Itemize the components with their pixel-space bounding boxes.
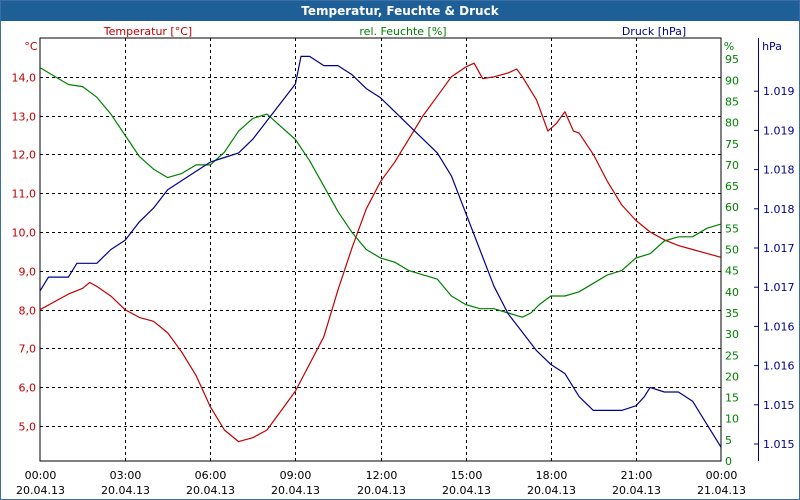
y-tick-pressure: 1.016 <box>763 360 795 373</box>
y-tick-humidity: 85 <box>725 95 739 108</box>
y-tick-pressure: 1.018 <box>763 164 795 177</box>
y-tick-humidity: 70 <box>725 159 739 172</box>
x-tick-time: 21:00 <box>621 469 653 482</box>
y-tick-temperature: 14,0 <box>12 72 37 85</box>
y-tick-temperature: 13,0 <box>12 111 37 124</box>
y-tick-humidity: 15 <box>725 392 739 405</box>
legend-humidity: rel. Feuchte [%] <box>359 25 446 38</box>
humidity-unit-label: % <box>724 40 734 53</box>
pressure-unit-label: hPa <box>762 40 782 53</box>
pressure-series-line <box>39 55 722 448</box>
y-tick-humidity: 20 <box>725 370 739 383</box>
y-tick-temperature: 12,0 <box>12 149 37 162</box>
y-tick-pressure: 1.019 <box>763 85 795 98</box>
y-tick-pressure: 1.017 <box>763 242 795 255</box>
x-tick-time: 03:00 <box>110 469 142 482</box>
x-tick-date: 20.04.13 <box>271 484 320 497</box>
y-tick-pressure: 1.018 <box>763 203 795 216</box>
x-tick-date: 20.04.13 <box>612 484 661 497</box>
y-tick-humidity: 60 <box>725 201 739 214</box>
y-tick-temperature: 8,0 <box>19 305 37 318</box>
y-tick-pressure: 1.015 <box>763 438 795 451</box>
y-tick-pressure: 1.017 <box>763 281 795 294</box>
y-tick-pressure: 1.015 <box>763 399 795 412</box>
y-tick-humidity: 35 <box>725 307 739 320</box>
y-tick-humidity: 55 <box>725 222 739 235</box>
y-tick-temperature: 9,0 <box>19 266 37 279</box>
y-tick-humidity: 95 <box>725 53 739 66</box>
x-tick-date: 21.04.13 <box>697 484 746 497</box>
y-tick-humidity: 80 <box>725 117 739 130</box>
legend-temperature: Temperatur [°C] <box>103 25 192 38</box>
x-tick-time: 06:00 <box>195 469 227 482</box>
x-tick-time: 12:00 <box>366 469 398 482</box>
x-tick-date: 20.04.13 <box>186 484 235 497</box>
y-tick-humidity: 90 <box>725 74 739 87</box>
y-tick-temperature: 10,0 <box>12 227 37 240</box>
temperature-series-line <box>39 62 722 443</box>
plot-area <box>39 37 722 462</box>
x-tick-date: 20.04.13 <box>16 484 65 497</box>
y-tick-temperature: 5,0 <box>19 421 37 434</box>
y-tick-temperature: 6,0 <box>19 382 37 395</box>
x-tick-time: 00:00 <box>25 469 57 482</box>
y-tick-humidity: 50 <box>725 244 739 257</box>
x-tick-date: 20.04.13 <box>357 484 406 497</box>
y-tick-humidity: 40 <box>725 286 739 299</box>
x-tick-time: 18:00 <box>536 469 568 482</box>
y-tick-humidity: 65 <box>725 180 739 193</box>
x-tick-date: 20.04.13 <box>527 484 576 497</box>
temperature-unit-label: °C <box>24 40 38 53</box>
y-tick-temperature: 11,0 <box>12 188 37 201</box>
y-tick-humidity: 25 <box>725 349 739 362</box>
x-tick-time: 15:00 <box>451 469 483 482</box>
legend-pressure: Druck [hPa] <box>622 25 686 38</box>
y-tick-pressure: 1.019 <box>763 124 795 137</box>
y-tick-humidity: 30 <box>725 328 739 341</box>
y-tick-temperature: 7,0 <box>19 343 37 356</box>
x-tick-time: 09:00 <box>280 469 312 482</box>
y-tick-humidity: 10 <box>725 413 739 426</box>
y-tick-humidity: 45 <box>725 265 739 278</box>
y-tick-humidity: 75 <box>725 138 739 151</box>
humidity-series-line <box>39 67 722 318</box>
x-tick-date: 20.04.13 <box>442 484 491 497</box>
y-tick-pressure: 1.016 <box>763 320 795 333</box>
window-title: Temperatur, Feuchte & Druck <box>1 1 799 21</box>
y-tick-humidity: 5 <box>725 434 732 447</box>
y-tick-humidity: 0 <box>725 455 732 468</box>
x-tick-time: 00:00 <box>706 469 738 482</box>
x-tick-date: 20.04.13 <box>101 484 150 497</box>
